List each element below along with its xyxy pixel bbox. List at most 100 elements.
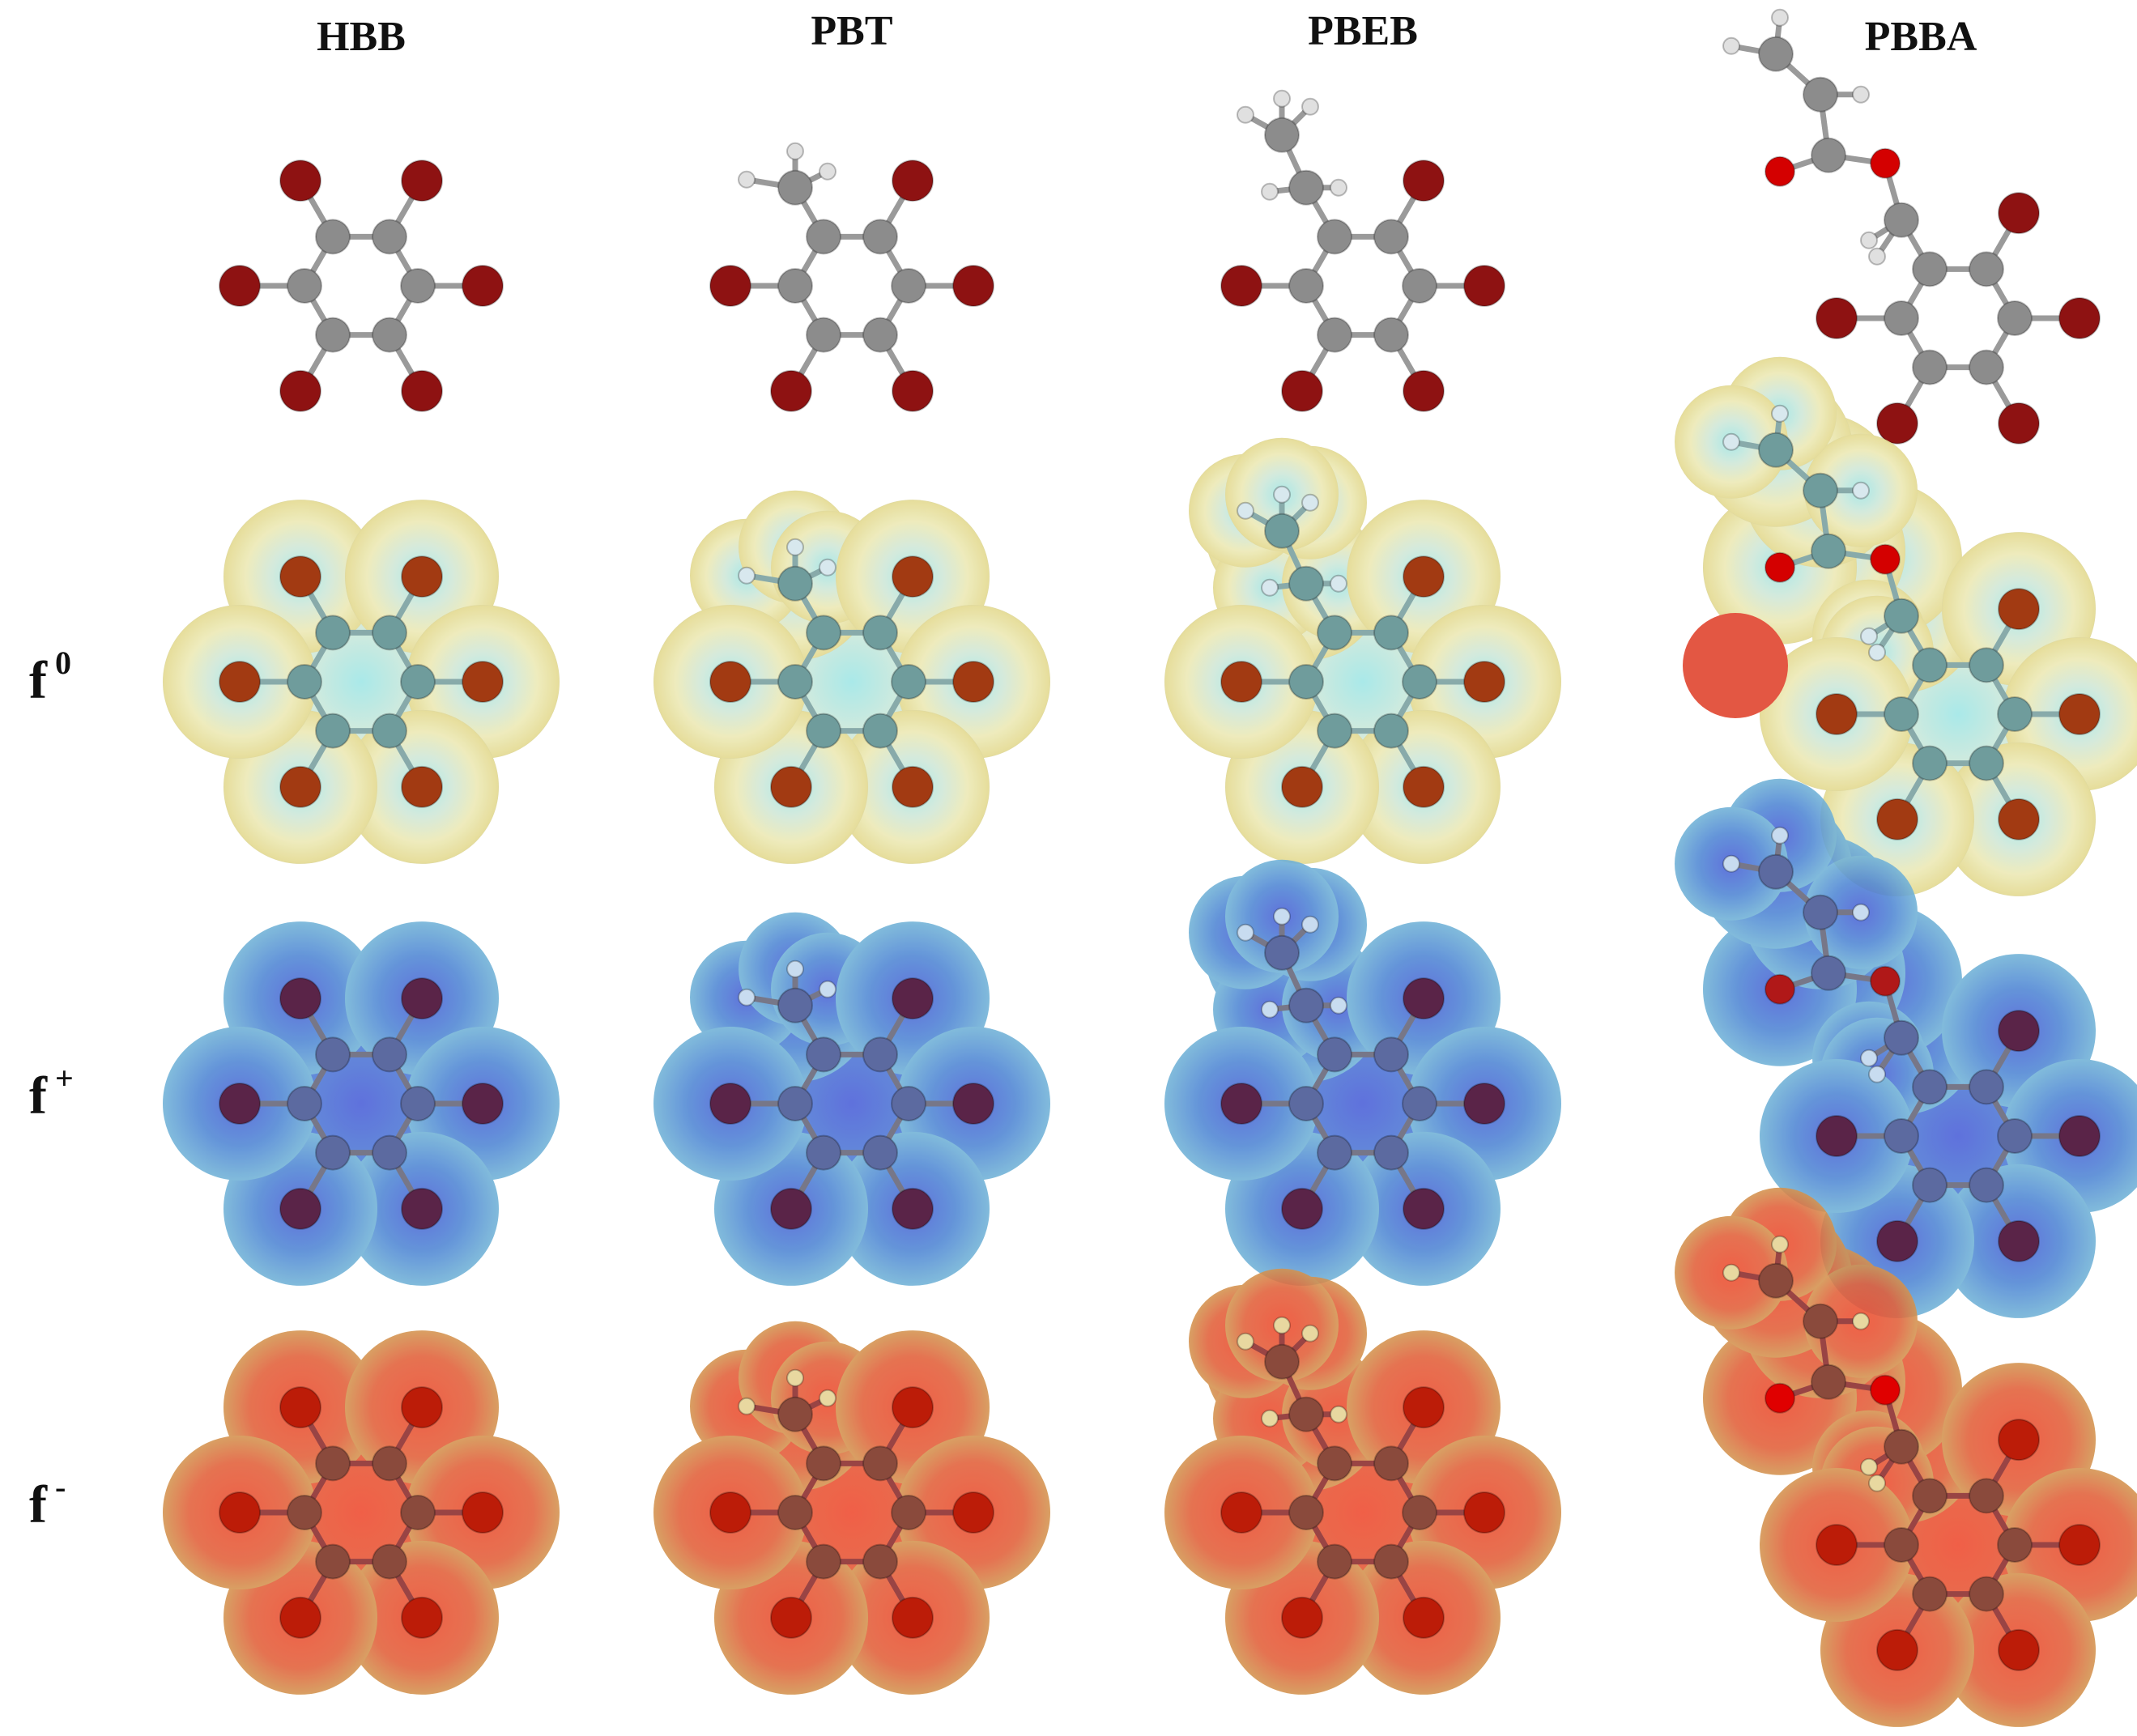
atom: [738, 170, 756, 189]
atom: [1870, 965, 1901, 997]
atom: [1997, 1527, 2033, 1563]
atom: [400, 664, 436, 700]
atom: [400, 268, 436, 304]
atom: [1868, 1474, 1886, 1492]
surface: [163, 500, 560, 864]
atom: [372, 615, 407, 651]
atom: [1884, 300, 1919, 336]
atom: [1771, 404, 1789, 423]
atom: [806, 1036, 841, 1073]
atom: [1816, 693, 1858, 735]
atom: [279, 369, 321, 412]
atom: [462, 661, 504, 703]
atom: [372, 713, 407, 749]
atom: [1301, 493, 1319, 512]
column-header: PBBA: [1865, 14, 1977, 60]
atom: [219, 265, 261, 307]
atom: [777, 565, 813, 602]
atom: [1402, 268, 1437, 304]
molecule: [653, 1321, 1050, 1695]
atom: [372, 219, 407, 255]
atom: [1816, 1115, 1858, 1157]
atom: [1912, 647, 1948, 683]
atom: [1912, 1576, 1948, 1612]
atom: [1373, 1543, 1409, 1580]
atom: [1317, 1036, 1352, 1073]
atom: [819, 980, 836, 998]
atom: [287, 1086, 322, 1121]
atom: [1237, 1332, 1254, 1351]
atom: [1264, 1343, 1300, 1380]
atom: [709, 661, 751, 703]
atom: [1220, 1083, 1262, 1125]
atom: [1288, 987, 1324, 1023]
atom: [1765, 1382, 1795, 1414]
atom: [1912, 349, 1948, 385]
atom: [1288, 565, 1324, 602]
atom: [1884, 1527, 1919, 1563]
atom: [777, 1396, 813, 1432]
surface: [1164, 859, 1561, 1286]
atom: [777, 1495, 813, 1530]
atom: [819, 162, 836, 181]
atom: [315, 1134, 351, 1171]
atom: [279, 765, 321, 808]
atom: [1816, 297, 1858, 339]
molecule: [1675, 356, 2137, 896]
atom: [1373, 1036, 1409, 1073]
atom: [770, 1187, 812, 1230]
atom: [1758, 853, 1794, 890]
atom: [1722, 36, 1740, 55]
atom: [401, 369, 443, 412]
column-header: PBT: [811, 8, 892, 54]
atom: [892, 555, 934, 598]
atom: [892, 160, 934, 202]
atom: [1402, 1495, 1437, 1530]
atom: [1884, 202, 1919, 238]
molecule: [219, 160, 504, 412]
molecule: [163, 500, 560, 864]
molecule: [653, 912, 1050, 1286]
atom: [1273, 1316, 1291, 1334]
atom: [806, 1445, 841, 1482]
atom: [1463, 265, 1505, 307]
atom: [1969, 1576, 2004, 1612]
atom: [1281, 1187, 1323, 1230]
atom: [862, 1036, 898, 1073]
atom: [1765, 155, 1795, 187]
atom: [891, 664, 926, 700]
atom: [1912, 1478, 1948, 1514]
atom: [806, 1543, 841, 1580]
atom: [1261, 578, 1279, 597]
atom: [1261, 1409, 1279, 1428]
atom: [892, 369, 934, 412]
atom: [1860, 1049, 1878, 1067]
atom: [1997, 1118, 2033, 1154]
atom: [401, 1187, 443, 1230]
atom: [1997, 696, 2033, 732]
molecule: [163, 921, 560, 1286]
molecule: [163, 1330, 560, 1695]
atom: [1403, 1187, 1445, 1230]
atom: [1811, 137, 1846, 173]
surface-lobe: [1683, 613, 1788, 718]
atom: [219, 661, 261, 703]
atom: [287, 1495, 322, 1530]
atom: [315, 1036, 351, 1073]
atom: [1288, 169, 1324, 206]
atom: [1403, 160, 1445, 202]
atom: [1288, 1396, 1324, 1432]
atom: [1463, 661, 1505, 703]
atom: [1868, 1065, 1886, 1083]
atom: [1722, 1263, 1740, 1282]
atom: [1317, 615, 1352, 651]
atom: [1969, 1478, 2004, 1514]
atom: [1998, 1219, 2040, 1262]
atom: [1811, 955, 1846, 991]
row-label-base: f: [29, 1066, 48, 1125]
atom: [1860, 627, 1878, 645]
atom: [819, 558, 836, 577]
surface: [653, 912, 1050, 1286]
molecule: [1164, 859, 1561, 1286]
atom: [400, 1495, 436, 1530]
